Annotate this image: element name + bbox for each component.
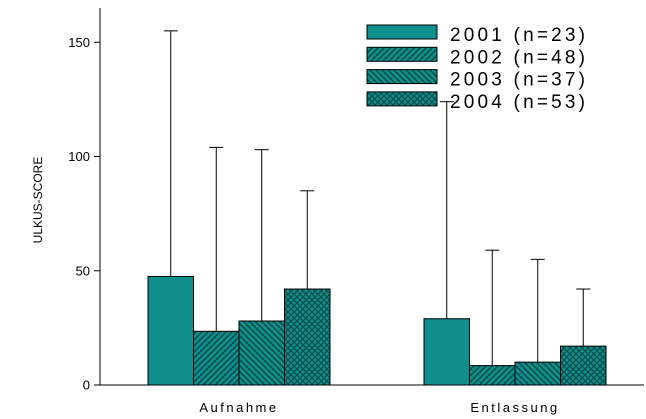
x-tick-label-0: Aufnahme [199, 400, 278, 415]
legend-swatch-0 [366, 24, 438, 40]
y-tick-label-0: 0 [83, 378, 90, 393]
legend-swatch-3 [366, 91, 438, 107]
y-tick-label-150: 150 [68, 35, 90, 50]
legend-swatch-2 [366, 69, 438, 85]
bar-aufnahme-2 [238, 320, 285, 386]
y-tick-label-50: 50 [76, 263, 90, 278]
bar-entlassung-1 [469, 365, 516, 386]
bar-aufnahme-1 [193, 330, 240, 386]
legend-label-2: 2003 (n=37) [450, 70, 588, 91]
legend: 2001 (n=23)2002 (n=48)2003 (n=37)2004 (n… [366, 24, 588, 113]
x-tick-label-1: Entlassung [470, 400, 559, 415]
legend-label-3: 2004 (n=53) [450, 92, 588, 113]
plot-area [147, 30, 607, 386]
bar-aufnahme-3 [284, 288, 331, 386]
axes: 0 50 100 150 Aufnahme Entlassung [68, 8, 644, 415]
bar-entlassung-0 [423, 318, 470, 386]
y-tick-label-100: 100 [68, 149, 90, 164]
bar-aufnahme-0 [147, 275, 194, 386]
legend-label-0: 2001 (n=23) [450, 25, 588, 46]
y-axis-title: ULKUS-SCORE [31, 157, 45, 244]
bar-entlassung-2 [514, 361, 561, 386]
bar-entlassung-3 [560, 345, 607, 386]
legend-swatch-1 [366, 46, 438, 62]
legend-label-1: 2002 (n=48) [450, 47, 588, 68]
